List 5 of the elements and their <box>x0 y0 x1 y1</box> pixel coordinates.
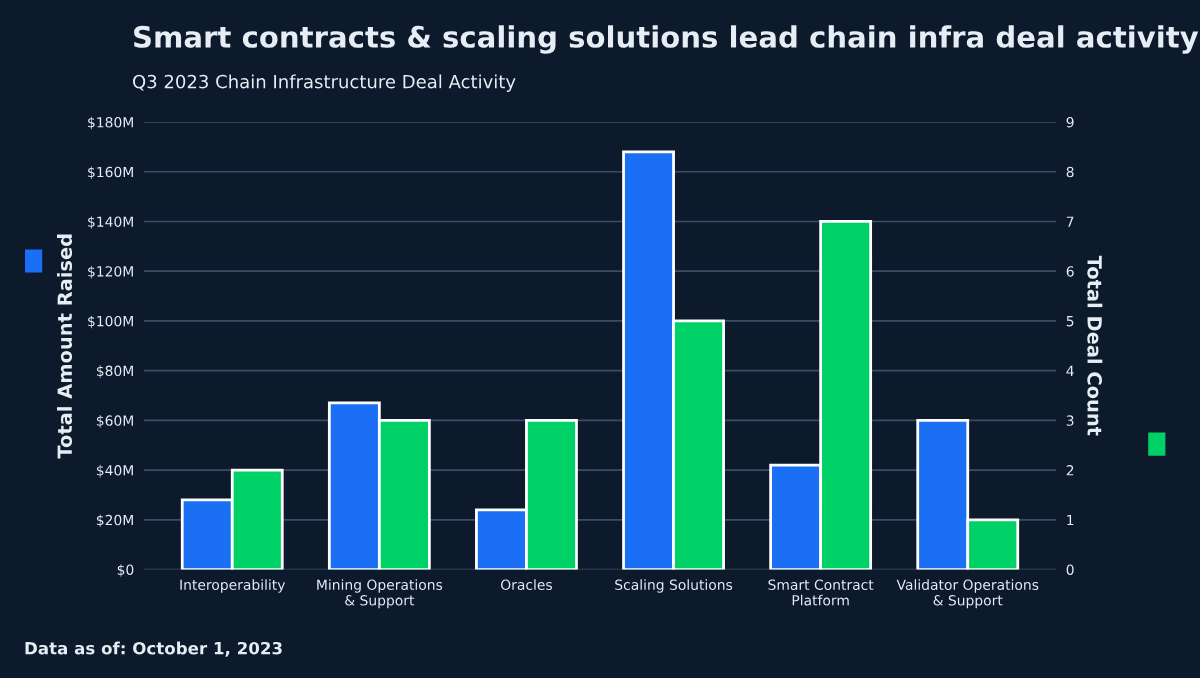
y2-axis-title: Total Deal Count <box>1087 255 1103 436</box>
chart-subtitle: Q3 2023 Chain Infrastructure Deal Activity <box>133 74 516 92</box>
text: Data as of: October 1, 2023 <box>25 641 282 657</box>
chart-title: Smart contracts & scaling solutions lead chain infra deal activity <box>134 25 1199 54</box>
y-axis-title: Total Amount Raised <box>57 234 73 459</box>
